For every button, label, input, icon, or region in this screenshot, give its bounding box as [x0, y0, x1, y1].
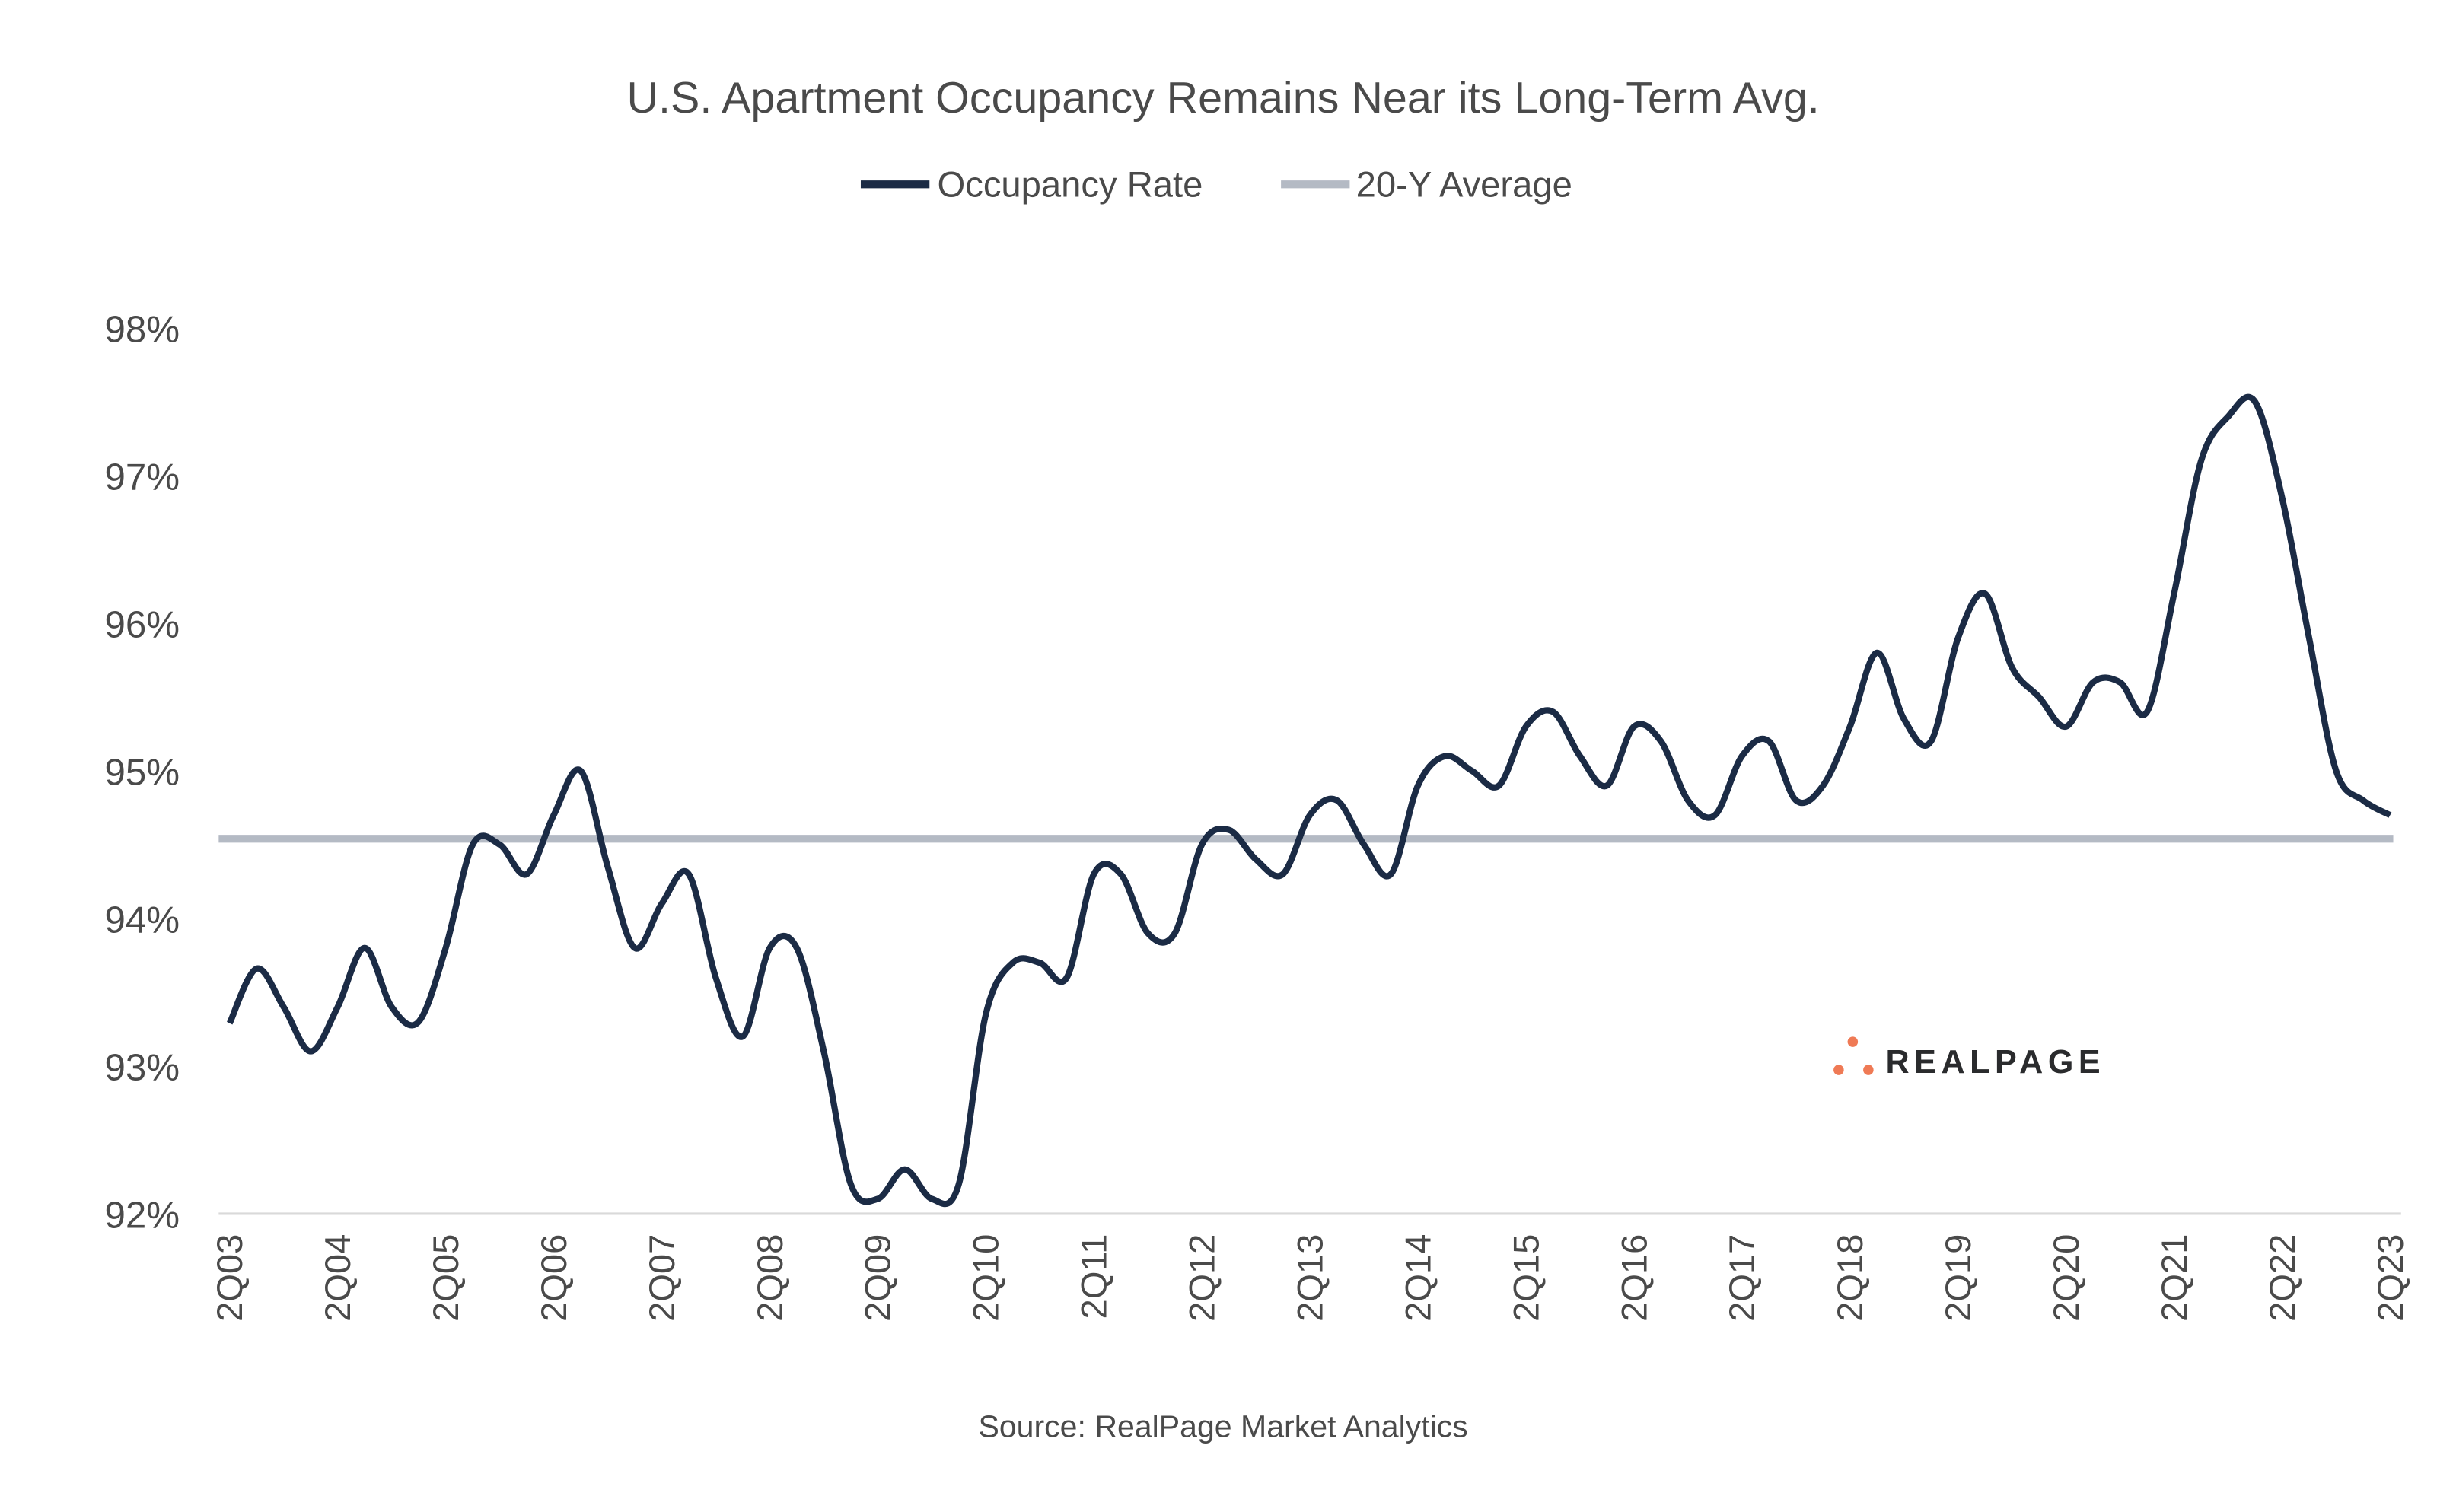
x-tick-label: 2Q14 [1398, 1234, 1438, 1322]
logo-dot [1833, 1065, 1844, 1075]
logo-dot [1847, 1036, 1859, 1047]
y-tick-label: 97% [104, 457, 180, 498]
legend-label-occupancy: Occupancy Rate [938, 165, 1203, 205]
x-tick-label: 2Q19 [1938, 1234, 1979, 1322]
x-tick-label: 2Q07 [642, 1234, 683, 1322]
x-tick-label: 2Q11 [1075, 1234, 1115, 1319]
legend: Occupancy Rate 20-Y Average [860, 165, 1572, 205]
x-tick-label: 2Q15 [1506, 1234, 1547, 1322]
y-tick-label: 95% [104, 751, 180, 793]
x-tick-label: 2Q05 [426, 1234, 467, 1322]
y-tick-label: 98% [104, 309, 180, 351]
x-tick-label: 2Q09 [859, 1234, 899, 1322]
x-tick-label: 2Q10 [967, 1234, 1007, 1322]
x-tick-label: 2Q18 [1830, 1234, 1871, 1322]
x-tick-label: 2Q21 [2155, 1234, 2195, 1322]
logo-dot [1863, 1065, 1874, 1075]
x-tick-label: 2Q17 [1722, 1234, 1763, 1322]
x-tick-label: 2Q12 [1183, 1234, 1223, 1322]
realpage-logo: REALPAGE [1833, 1036, 2105, 1081]
x-tick-label: 2Q16 [1614, 1234, 1655, 1322]
x-tick-label: 2Q06 [534, 1234, 575, 1322]
x-tick-label: 2Q22 [2263, 1234, 2303, 1322]
x-tick-label: 2Q08 [750, 1234, 791, 1322]
x-tick-label: 2Q20 [2047, 1234, 2087, 1322]
y-tick-label: 94% [104, 899, 180, 941]
x-tick-label: 2Q04 [318, 1234, 358, 1322]
y-tick-label: 93% [104, 1046, 180, 1088]
legend-label-average: 20-Y Average [1356, 165, 1572, 205]
source-note: Source: RealPage Market Analytics [978, 1409, 1467, 1444]
occupancy-rate-line [226, 393, 2392, 1208]
x-tick-label: 2Q13 [1290, 1234, 1330, 1322]
y-tick-label: 96% [104, 604, 180, 646]
x-tick-label: 2Q23 [2371, 1234, 2411, 1322]
logo-text: REALPAGE [1885, 1044, 2105, 1081]
chart-title: U.S. Apartment Occupancy Remains Near it… [627, 74, 1820, 123]
x-tick-label: 2Q03 [210, 1234, 250, 1322]
y-tick-label: 92% [104, 1194, 180, 1236]
